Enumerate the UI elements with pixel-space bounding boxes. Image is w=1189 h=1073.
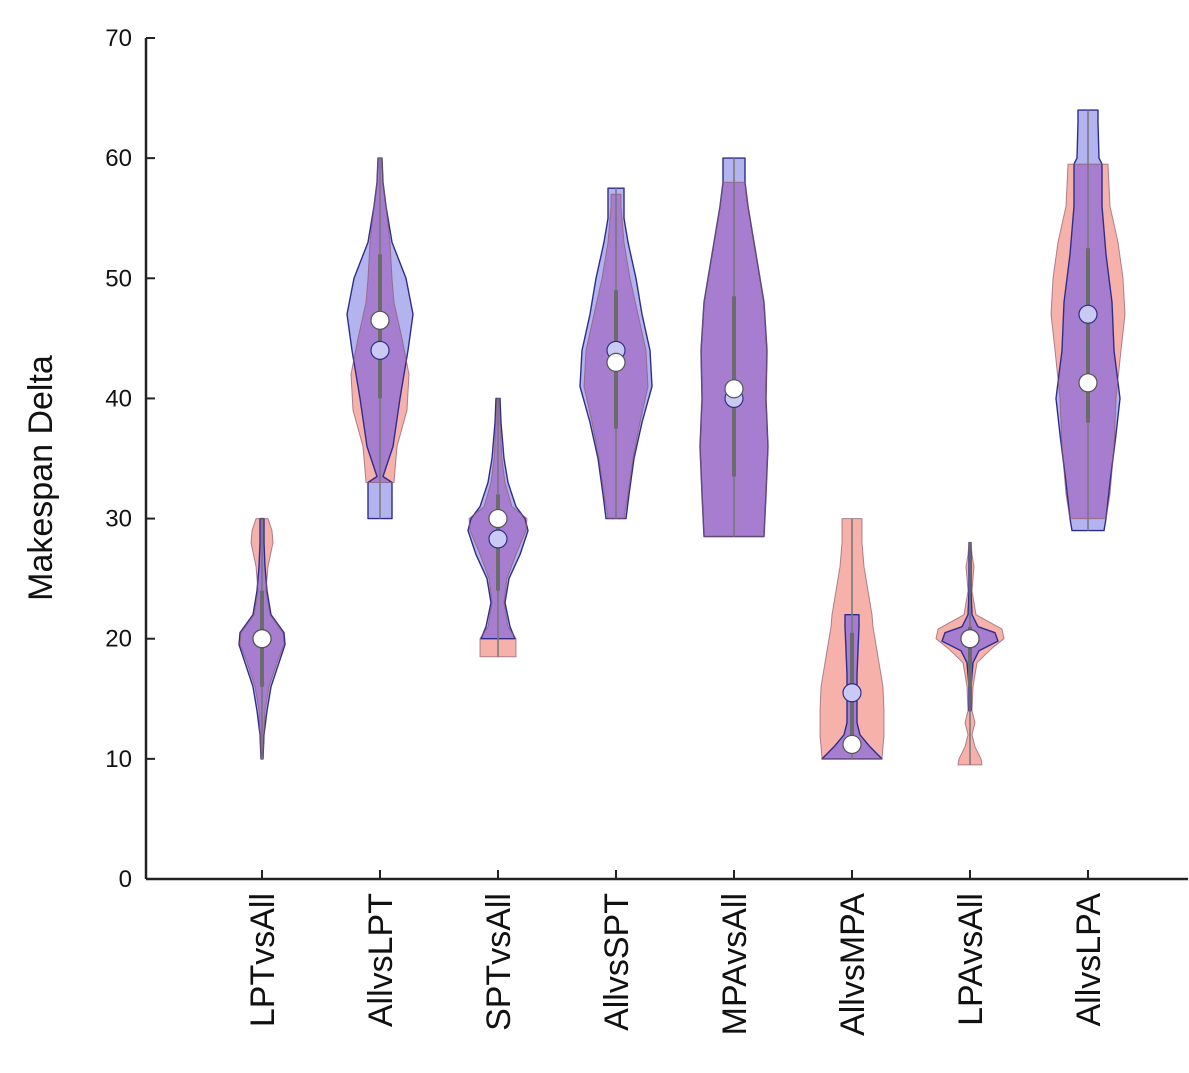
violin-b-outline [583,193,649,520]
violin-a-outline [467,397,529,640]
violin-group-lpavsall [935,541,1005,766]
violin-layer [238,109,1126,766]
y-tick-label: 30 [105,506,132,533]
violin-group-allvsmpa [819,518,885,760]
median-marker-b [842,734,862,755]
violin-group-mpavsall [699,157,769,538]
violin-a-outline [821,614,883,760]
y-tick-label: 40 [105,385,132,412]
violin-group-lptvsall [238,517,286,760]
violin-b-outline [350,157,410,483]
x-tick-label: SPTvsAll [480,893,518,1031]
violin-b-outline [239,518,285,760]
median-marker-b [724,379,744,399]
violin-group-allvslpa [1050,109,1126,532]
y-tick-label: 10 [105,746,132,773]
y-tick-label: 60 [105,145,132,172]
x-tick-label: AllvsSPT [598,893,636,1031]
violin-b-outline [935,542,1005,766]
y-tick-label: 70 [105,25,132,52]
median-marker-a [1078,304,1098,324]
x-tick-label: LPTvsAll [244,893,282,1027]
x-tick-label: MPAvsAll [716,893,754,1035]
median-marker-a [842,683,862,703]
median-marker-b [252,629,272,649]
violin-group-allvslpt [346,157,414,520]
y-tick-label: 50 [105,265,132,292]
violin-group-allvsspt [579,187,653,520]
violin-b-outline [819,518,885,760]
violin-b-outline [468,397,528,658]
axis-layer: 0 10 20 30 40 50 60 70 LPTvsAll AllvsLPT SPTvsAll A… [105,25,1188,1036]
median-marker-a [370,340,390,360]
median-marker-a [488,529,508,549]
violin-group-sptvsall [467,397,529,658]
median-marker-b [960,629,980,649]
violin-b-outline [1050,163,1126,520]
x-tick-label: AllvsLPT [362,893,400,1027]
median-marker-b [370,310,390,330]
y-tick-label: 20 [105,626,132,653]
violin-a-outline [579,187,653,520]
violin-b-outline [699,181,769,538]
x-tick-label: AllvsLPA [1070,893,1108,1027]
x-tick-label: AllvsMPA [834,893,872,1036]
median-marker-b [606,352,626,372]
x-tick-label: LPAvsAll [952,893,990,1026]
median-marker-b [1078,373,1098,393]
y-axis-label: Makespan Delta [22,355,60,601]
y-tick-label: 0 [119,866,132,893]
median-marker-b [488,508,508,529]
